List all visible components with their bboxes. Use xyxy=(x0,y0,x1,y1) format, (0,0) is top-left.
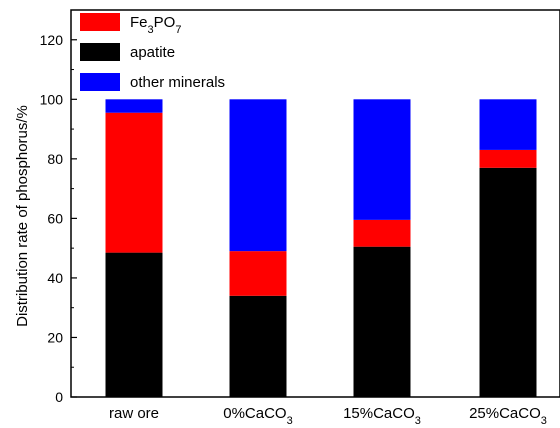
x-tick-label-part: raw ore xyxy=(109,405,159,422)
y-tick-label: 80 xyxy=(47,151,63,167)
y-axis-label: Distribution rate of phosphorus/% xyxy=(14,105,31,327)
legend-label-apatite-part: apatite xyxy=(130,44,175,61)
bar-fe3po7-2 xyxy=(229,251,287,296)
x-tick-label: raw ore xyxy=(109,405,159,422)
bar-other-1 xyxy=(105,99,163,113)
bar-layer xyxy=(105,99,537,397)
legend-label-fe3po7-part: PO xyxy=(154,14,176,31)
x-axis: raw ore 0%CaCO3 15%CaCO3 25%CaCO3 xyxy=(109,391,547,427)
bar-apatite-3 xyxy=(353,246,411,397)
x-tick-label: 25%CaCO3 xyxy=(469,405,547,427)
bar-fe3po7-3 xyxy=(353,219,411,247)
y-axis: 0 20 40 60 80 100 120 xyxy=(40,32,77,405)
legend-label-fe3po7-part: Fe xyxy=(130,14,148,31)
legend-label-fe3po7-subscript: 7 xyxy=(175,24,181,36)
x-tick-label-subscript: 3 xyxy=(415,415,421,427)
legend-label-other: other minerals xyxy=(130,74,225,91)
legend-swatch-apatite xyxy=(80,43,120,61)
x-tick-label-subscript: 3 xyxy=(287,415,293,427)
bar-other-4 xyxy=(479,99,537,150)
legend-label-apatite: apatite xyxy=(130,44,175,61)
x-tick-label-part: 0%CaCO xyxy=(223,405,286,422)
legend-swatch-other xyxy=(80,73,120,91)
x-tick-label-part: 25%CaCO xyxy=(469,405,541,422)
bar-apatite-4 xyxy=(479,167,537,397)
bar-apatite-1 xyxy=(105,252,163,397)
bar-other-3 xyxy=(353,99,411,220)
x-tick-label: 15%CaCO3 xyxy=(343,405,421,427)
legend-swatch-fe3po7 xyxy=(80,13,120,31)
y-tick-label: 40 xyxy=(47,270,63,286)
legend-label-fe3po7-subscript: 3 xyxy=(148,24,154,36)
legend-label-fe3po7: Fe3PO7 xyxy=(130,14,181,36)
plot-frame xyxy=(70,9,560,398)
x-tick-label-subscript: 3 xyxy=(541,415,547,427)
bar-fe3po7-4 xyxy=(479,149,537,168)
y-tick-label: 60 xyxy=(47,210,63,226)
y-tick-label: 0 xyxy=(55,389,63,405)
y-tick-label: 20 xyxy=(47,329,63,345)
x-tick-label: 0%CaCO3 xyxy=(223,405,292,427)
y-tick-label: 100 xyxy=(40,91,64,107)
bar-apatite-2 xyxy=(229,295,287,397)
y-tick-label: 120 xyxy=(40,32,64,48)
bar-fe3po7-1 xyxy=(105,112,163,253)
legend-label-other-part: other minerals xyxy=(130,74,225,91)
x-tick-label-part: 15%CaCO xyxy=(343,405,415,422)
bar-other-2 xyxy=(229,99,287,252)
